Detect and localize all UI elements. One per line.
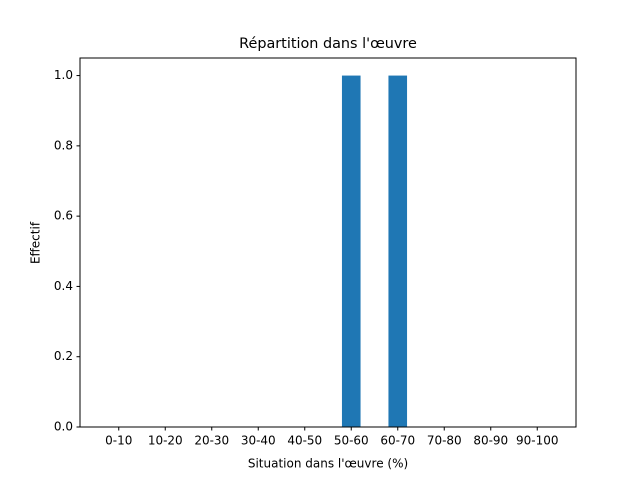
y-tick-label: 0.0 xyxy=(54,420,73,434)
x-tick-label: 40-50 xyxy=(287,434,322,448)
x-tick-label: 70-80 xyxy=(427,434,462,448)
plot-frame xyxy=(79,57,577,428)
y-tick-label: 0.8 xyxy=(54,138,73,152)
x-tick-label: 50-60 xyxy=(334,434,369,448)
x-tick-label: 0-10 xyxy=(105,434,132,448)
y-tick-label: 0.2 xyxy=(54,349,73,363)
y-axis-label: Effectif xyxy=(29,221,43,264)
x-tick-label: 30-40 xyxy=(241,434,276,448)
x-tick-label: 80-90 xyxy=(473,434,508,448)
y-tick-label: 0.6 xyxy=(54,209,73,223)
x-tick-label: 90-100 xyxy=(516,434,559,448)
x-tick-label: 60-70 xyxy=(380,434,415,448)
bar xyxy=(388,75,408,428)
x-tick-label: 10-20 xyxy=(148,434,183,448)
x-axis-label: Situation dans l'œuvre (%) xyxy=(248,457,408,471)
x-tick-label: 20-30 xyxy=(194,434,229,448)
y-tick-label: 0.4 xyxy=(54,279,73,293)
chart-title: Répartition dans l'œuvre xyxy=(239,36,417,52)
bar xyxy=(341,75,361,428)
y-tick-label: 1.0 xyxy=(54,68,73,82)
